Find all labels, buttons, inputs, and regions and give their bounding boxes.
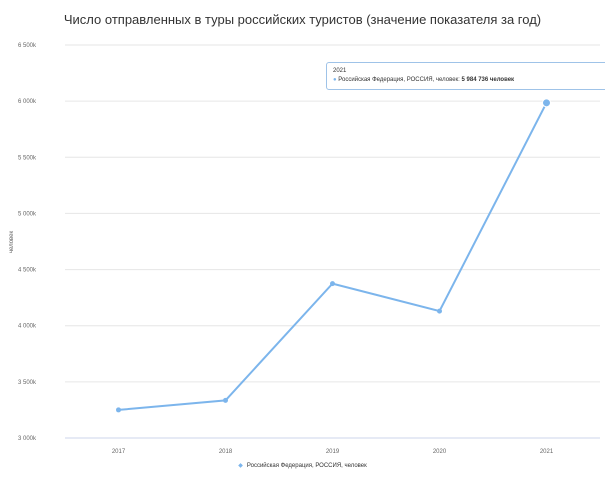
x-tick-label: 2017 [112,449,126,455]
tooltip-value: 5 984 736 человек [461,77,515,83]
tooltip-series-label: Российская Федерация, РОССИЯ, человек: [338,77,460,83]
x-tick-label: 2019 [326,449,340,455]
y-tick-labels: 3 000k 3 500k 4 000k 4 500k 5 000k 5 500k 6 00… [18,43,37,442]
series-dot-icon: ● [333,77,337,83]
chart-legend: ◆ Российская Федерация, РОССИЯ, человек [0,462,605,469]
x-tick-label: 2021 [540,449,554,455]
y-tick-label: 4 000k [18,324,37,330]
tooltip-line: ● Российская Федерация, РОССИЯ, человек:… [333,76,605,85]
y-tick-label: 6 500k [18,43,37,49]
y-tick-label: 3 500k [18,380,37,386]
x-tick-label: 2020 [433,449,447,455]
y-tick-label: 4 500k [18,268,37,274]
legend-label: Российская Федерация, РОССИЯ, человек [246,463,367,469]
y-tick-label: 5 000k [18,211,37,217]
legend-item[interactable]: ◆ Российская Федерация, РОССИЯ, человек [238,463,367,469]
data-point-tooltip: 2021 ● Российская Федерация, РОССИЯ, чел… [326,62,605,90]
data-point[interactable] [116,407,121,413]
y-tick-label: 6 000k [18,99,37,105]
data-point[interactable] [437,308,442,314]
chart-title: Число отправленных в туры российских тур… [63,12,542,27]
tooltip-year: 2021 [333,68,347,74]
legend-marker-icon: ◆ [238,463,243,469]
data-point[interactable] [330,281,335,287]
series-line [118,102,548,411]
y-tick-label: 3 000k [18,436,37,442]
x-tick-labels: 2017 2018 2019 2020 2021 [112,449,554,455]
x-tick-label: 2018 [219,449,233,455]
data-point[interactable] [223,397,228,403]
y-tick-label: 5 500k [18,155,37,161]
data-point[interactable] [542,98,551,108]
series-layer [116,98,551,413]
grid-lines [65,44,600,439]
y-axis-title: человек [9,231,15,254]
